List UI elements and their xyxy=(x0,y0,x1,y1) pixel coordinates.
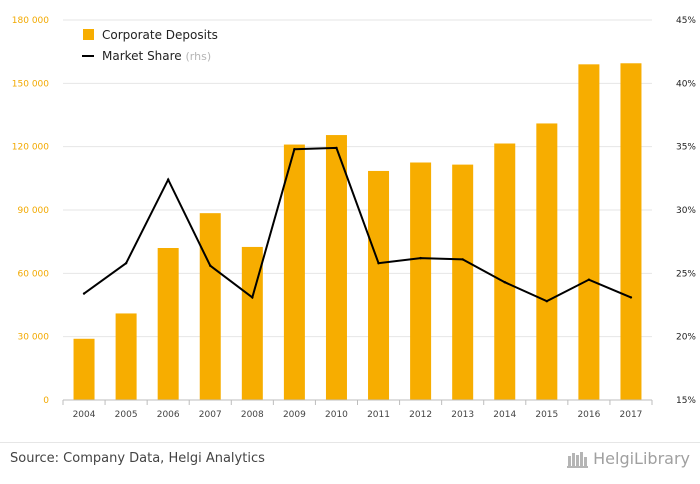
y-left-tick-label: 0 xyxy=(43,396,49,406)
x-tick-label: 2014 xyxy=(493,410,516,420)
bar-2017 xyxy=(620,63,642,401)
x-tick-label: 2016 xyxy=(577,410,600,420)
y-right-tick-label: 30% xyxy=(676,206,696,216)
market-share-point-2006 xyxy=(166,178,170,181)
bar-2014 xyxy=(494,143,516,400)
bar-2008 xyxy=(241,246,263,400)
x-tick-label: 2009 xyxy=(283,410,306,420)
y-right-tick-label: 25% xyxy=(676,269,696,279)
x-tick-label: 2017 xyxy=(620,410,643,420)
y-right-tick-label: 20% xyxy=(676,333,696,343)
market-share-line xyxy=(83,146,632,303)
y-left-tick-label: 90 000 xyxy=(18,206,50,216)
x-tick-label: 2007 xyxy=(199,410,222,420)
bar-2004 xyxy=(73,338,95,400)
footer: Source: Company Data, Helgi Analytics He… xyxy=(0,442,700,484)
bar-2011 xyxy=(368,170,390,400)
y-left-tick-label: 180 000 xyxy=(12,16,49,26)
market-share-point-2016 xyxy=(587,278,591,281)
helgi-library-logo[interactable]: HelgiLibrary xyxy=(567,449,690,468)
legend-swatch-corporate-deposits xyxy=(83,29,94,40)
x-tick-label: 2010 xyxy=(325,410,348,420)
bar-2007 xyxy=(199,213,221,400)
bar-2012 xyxy=(410,162,432,400)
x-tick-label: 2006 xyxy=(157,410,180,420)
y-right-tick-label: 15% xyxy=(676,396,696,406)
chart: 0 30 000 60 000 90 000 120 000 150 000 180 000… xyxy=(12,16,697,420)
bar-2006 xyxy=(157,248,179,400)
y-left-tick-label: 30 000 xyxy=(18,333,50,343)
bar-2015 xyxy=(536,123,558,400)
y-right-tick-label: 35% xyxy=(676,143,696,153)
bar-2009 xyxy=(283,144,305,400)
market-share-point-2009 xyxy=(293,148,296,151)
legend-label-market-share: Market Share (rhs) xyxy=(102,49,211,63)
market-share-point-2011 xyxy=(377,262,380,265)
x-tick-label: 2012 xyxy=(409,410,432,420)
y-left-tick-label: 120 000 xyxy=(12,143,49,153)
legend-label-corporate-deposits: Corporate Deposits xyxy=(102,28,218,42)
source-note: Source: Company Data, Helgi Analytics xyxy=(10,451,265,466)
bar-2005 xyxy=(115,313,137,400)
bar-2010 xyxy=(325,135,347,401)
logo-text: HelgiLibrary xyxy=(593,449,690,468)
bar-2016 xyxy=(578,64,600,400)
legend-label-market-share-text: Market Share xyxy=(102,49,186,63)
market-share-point-2008 xyxy=(251,296,254,299)
market-share-point-2017 xyxy=(629,296,633,299)
y-left-tick-label: 150 000 xyxy=(12,79,49,89)
market-share-point-2010 xyxy=(335,146,338,150)
bar-2013 xyxy=(452,164,474,400)
x-tick-label: 2011 xyxy=(367,410,390,420)
market-share-point-2013 xyxy=(461,258,464,261)
x-tick-label: 2005 xyxy=(115,410,138,420)
legend-label-market-share-suffix: (rhs) xyxy=(186,50,212,63)
market-share-point-2005 xyxy=(124,262,128,265)
y-right-tick-label: 40% xyxy=(676,79,696,89)
market-share-point-2012 xyxy=(419,256,422,260)
y-right-tick-label: 45% xyxy=(676,16,696,26)
market-share-point-2015 xyxy=(545,300,549,303)
market-share-point-2007 xyxy=(209,264,212,267)
y-left-tick-label: 60 000 xyxy=(18,269,50,279)
x-tick-label: 2013 xyxy=(451,410,474,420)
x-tick-label: 2004 xyxy=(73,410,96,420)
market-share-point-2004 xyxy=(82,292,86,295)
market-share-point-2014 xyxy=(503,281,506,284)
x-tick-label: 2008 xyxy=(241,410,264,420)
x-tick-label: 2015 xyxy=(535,410,558,420)
library-icon xyxy=(567,451,589,468)
